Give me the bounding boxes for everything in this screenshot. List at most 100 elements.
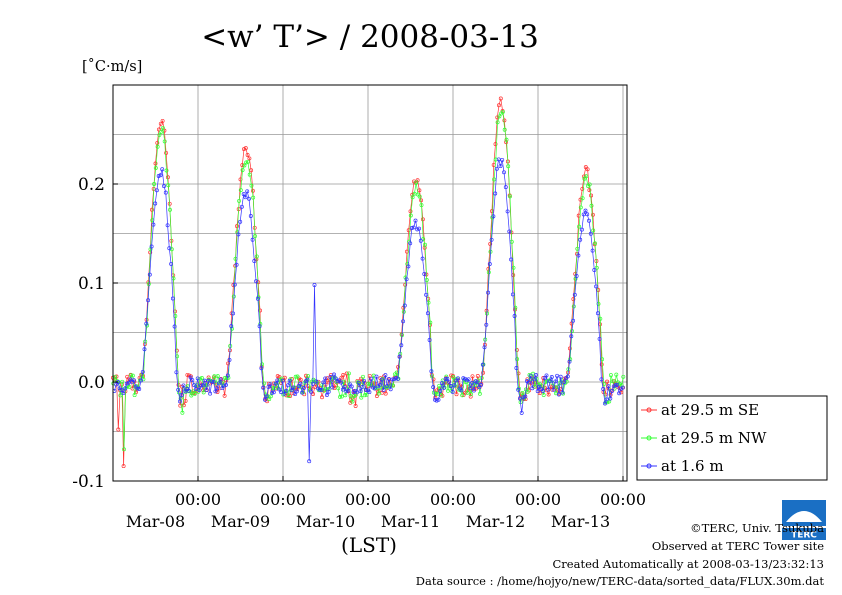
data-point [266, 384, 271, 389]
data-point [504, 137, 509, 142]
data-point [412, 191, 417, 196]
data-point [493, 191, 498, 196]
data-point [243, 195, 248, 200]
data-point [197, 388, 202, 392]
data-point [183, 398, 188, 403]
data-point [399, 343, 404, 348]
data-point [417, 194, 422, 199]
data-point [232, 282, 237, 287]
data-point [395, 376, 400, 381]
data-point [355, 390, 359, 395]
data-point [270, 390, 274, 395]
data-point [491, 214, 496, 219]
data-point [193, 386, 198, 391]
data-point [279, 376, 284, 381]
data-point [304, 373, 308, 378]
data-point [560, 390, 565, 395]
data-point [580, 186, 585, 191]
data-point [597, 336, 602, 341]
data-point [610, 389, 614, 393]
data-point [519, 410, 524, 415]
data-point [304, 378, 309, 383]
data-point [257, 324, 262, 329]
data-point [533, 373, 538, 377]
data-point [157, 127, 161, 132]
data-point [149, 244, 154, 249]
data-point [553, 379, 558, 384]
data-point [450, 389, 455, 394]
data-point [448, 384, 453, 388]
data-point [157, 132, 162, 137]
data-point [555, 373, 560, 378]
data-point [425, 311, 430, 316]
data-point [444, 374, 449, 379]
data-point [385, 384, 390, 389]
data-point [475, 374, 480, 378]
data-point [390, 377, 395, 382]
data-point [263, 397, 267, 402]
data-point [160, 118, 165, 123]
data-point [320, 395, 324, 400]
data-point [342, 385, 347, 390]
data-point [487, 262, 492, 266]
data-point [404, 277, 409, 282]
data-point [192, 391, 197, 396]
x-tick-time: 00:00 [345, 490, 391, 509]
data-point [258, 322, 263, 326]
x-tick-date: Mar-10 [296, 512, 355, 531]
data-point [309, 389, 313, 394]
data-point [189, 393, 194, 398]
data-point [454, 392, 459, 397]
data-point [459, 388, 464, 393]
data-point [440, 381, 444, 386]
legend: at 29.5 m SE at 29.5 m NW at 1.6 m [636, 395, 828, 481]
data-point [422, 272, 427, 276]
y-tick-label: 0.1 [78, 274, 105, 294]
data-point [479, 383, 483, 387]
data-point [592, 268, 597, 272]
data-point [240, 168, 245, 172]
data-point [167, 246, 172, 251]
data-point [452, 383, 457, 388]
data-point [284, 388, 289, 393]
data-point [424, 292, 429, 297]
data-point [344, 389, 349, 394]
data-point [122, 447, 126, 452]
data-point [497, 114, 502, 119]
series-lines [111, 96, 626, 469]
data-point [494, 166, 499, 171]
data-point [202, 378, 207, 383]
data-point [461, 376, 466, 381]
data-point [121, 391, 126, 396]
data-point [247, 172, 252, 177]
data-point [201, 383, 205, 388]
data-point [360, 384, 365, 389]
data-point [460, 393, 465, 398]
data-point [593, 241, 597, 246]
data-point [527, 373, 532, 377]
data-point [551, 387, 556, 392]
data-point [587, 188, 592, 193]
data-point [164, 150, 169, 155]
data-point [590, 212, 595, 217]
data-point [215, 374, 220, 379]
data-point [230, 326, 234, 331]
data-point [226, 375, 231, 380]
data-point [571, 318, 576, 323]
data-point [311, 392, 316, 396]
data-point [174, 370, 179, 375]
data-point [179, 393, 184, 398]
data-point [249, 183, 254, 188]
data-point [569, 334, 574, 339]
y-tick-label: 0.0 [78, 373, 105, 393]
data-point [599, 377, 604, 382]
x-tick-time: 00:00 [600, 490, 646, 509]
data-point [125, 374, 130, 379]
data-point [172, 324, 177, 329]
data-point [530, 386, 535, 391]
data-point [153, 161, 158, 166]
data-point [137, 387, 142, 391]
data-point [598, 316, 603, 321]
data-point [541, 393, 546, 397]
y-axis-label: [˚C·m/s] [82, 58, 142, 75]
